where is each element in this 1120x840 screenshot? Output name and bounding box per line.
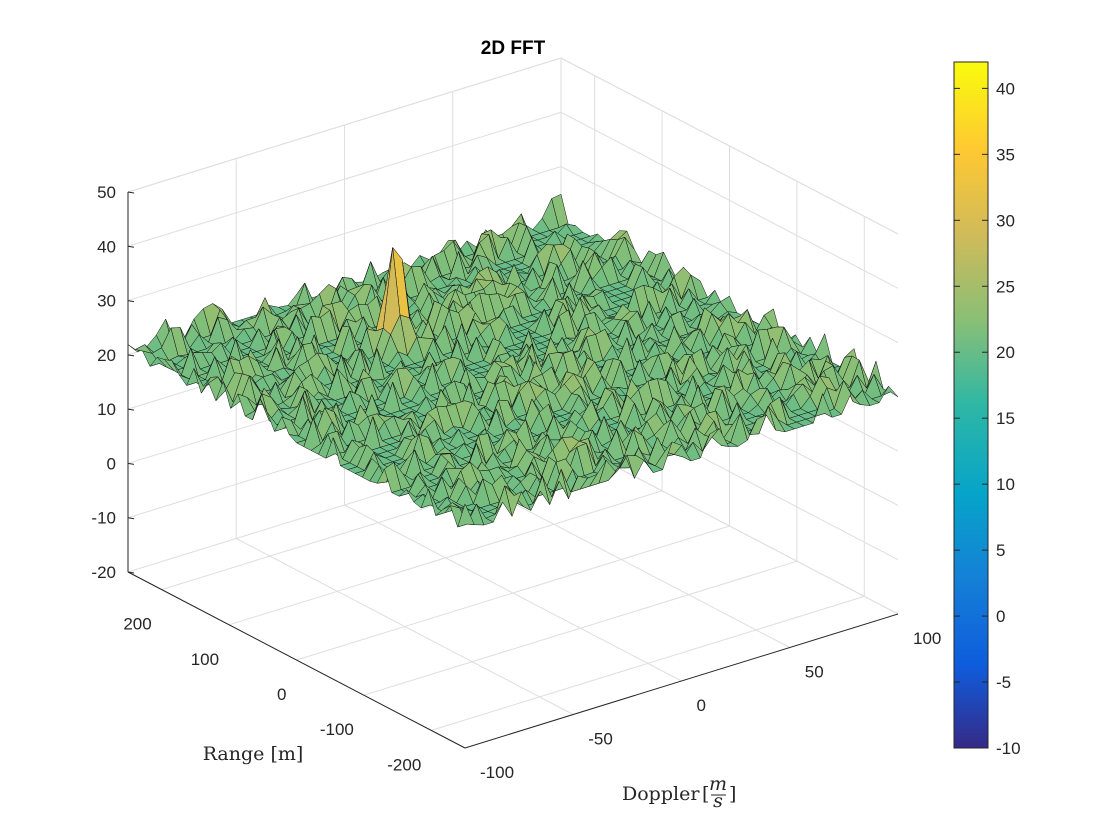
doppler-unit-open-bracket: [	[702, 783, 709, 805]
range-tick-label: 200	[123, 615, 151, 634]
range-tick-label: 0	[277, 685, 286, 704]
z-tick-label: 10	[97, 400, 116, 419]
doppler-tick-label: 0	[697, 696, 706, 715]
doppler-tick-label: -100	[480, 763, 514, 782]
colorbar-tick-label: 35	[996, 145, 1015, 164]
z-tick-label: 30	[97, 292, 116, 311]
z-tick-mark	[127, 300, 135, 303]
colorbar-tick-label: 15	[996, 409, 1015, 428]
floor-grid-range	[431, 595, 865, 731]
floor-grid-range	[363, 560, 798, 696]
colorbar: 40 35 30 25 20 15 10 5 0 -5 -10	[953, 61, 1021, 758]
wall-top-edge	[127, 57, 899, 235]
z-tick-label: 40	[97, 237, 116, 256]
z-tick-mark	[127, 245, 135, 248]
colorbar-tick-label: 40	[996, 79, 1015, 98]
z-tick-mark	[127, 517, 135, 520]
z-tick-label: 20	[97, 346, 116, 365]
surface-patch	[457, 503, 475, 528]
surface-mesh	[127, 193, 899, 528]
doppler-axis-label-text: Doppler	[622, 783, 700, 805]
doppler-tick-label: 50	[805, 663, 824, 682]
z-tick-mark	[127, 408, 135, 411]
z-tick-label: 50	[97, 183, 116, 202]
doppler-tick-label: 100	[913, 629, 941, 648]
range-axis-line	[127, 571, 466, 749]
z-tick-label: 0	[107, 454, 116, 473]
wall-grid-z	[127, 166, 899, 344]
wall-grid-z	[127, 57, 899, 235]
colorbar-tick-label: 30	[996, 211, 1015, 230]
z-tick-mark	[127, 191, 135, 194]
z-tick-label: -10	[91, 509, 116, 528]
colorbar-tick-label: -10	[996, 739, 1021, 758]
range-tick-label: -200	[387, 755, 421, 774]
z-tick-mark	[127, 571, 135, 574]
colorbar-ticks: 40 35 30 25 20 15 10 5 0 -5 -10	[954, 79, 1021, 758]
range-axis-label: Range [m]	[203, 743, 304, 765]
z-tick-label: -20	[91, 563, 116, 582]
doppler-axis-line	[464, 613, 899, 749]
colorbar-tick-label: 10	[996, 475, 1015, 494]
doppler-unit-close-bracket: ]	[729, 783, 736, 805]
colorbar-tick-label: -5	[996, 673, 1011, 692]
floor-grid-range	[228, 490, 663, 626]
colorbar-gradient	[953, 61, 989, 749]
range-tick-label: 100	[191, 650, 219, 669]
z-tick-mark	[127, 354, 135, 357]
doppler-tick-label: -50	[588, 730, 613, 749]
chart-title: 2D FFT	[481, 38, 546, 59]
axes	[127, 192, 899, 749]
wall-grid-z	[127, 111, 899, 289]
colorbar-tick-label: 5	[996, 541, 1005, 560]
range-tick-label: -100	[320, 720, 354, 739]
doppler-unit-numerator: m	[709, 773, 727, 795]
doppler-unit-denominator: s	[713, 790, 723, 812]
floor-grid-range	[296, 525, 730, 661]
colorbar-tick-label: 0	[996, 607, 1005, 626]
doppler-axis-label: Doppler [ m s ]	[622, 773, 736, 812]
colorbar-tick-label: 25	[996, 277, 1015, 296]
z-tick-mark	[127, 462, 135, 465]
colorbar-tick-label: 20	[996, 343, 1015, 362]
